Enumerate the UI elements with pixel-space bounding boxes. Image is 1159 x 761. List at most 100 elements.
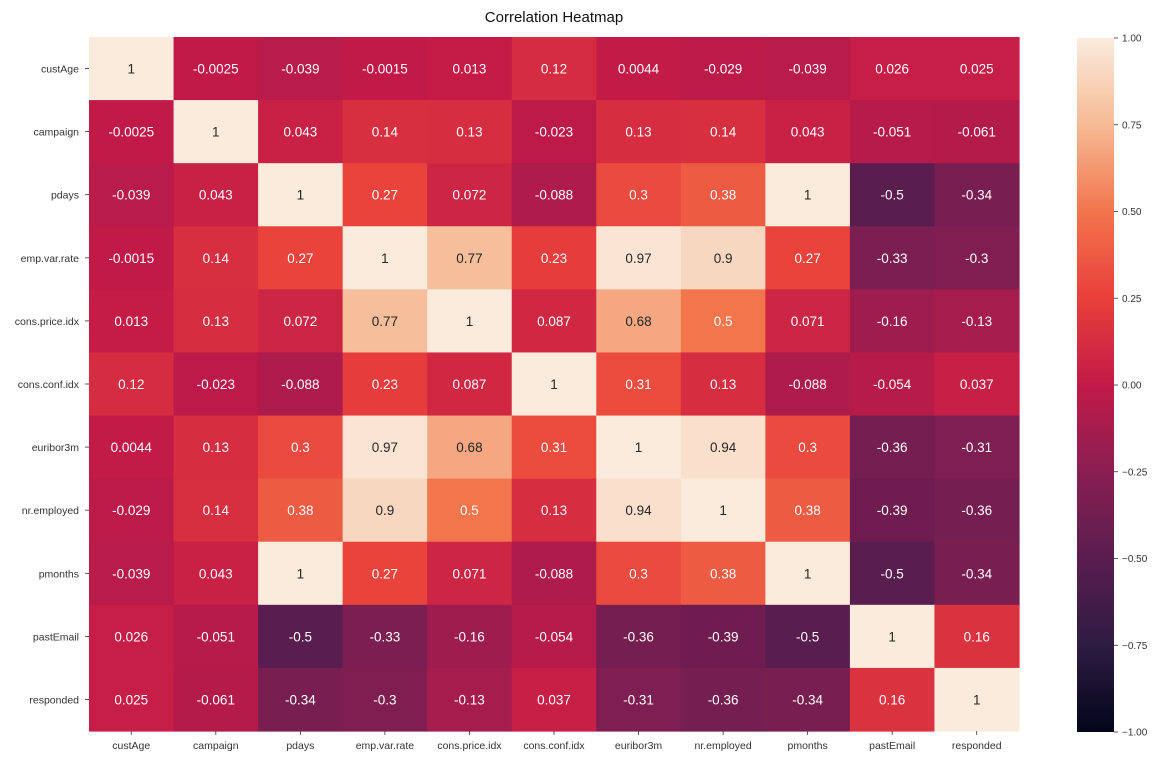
heatmap-cell — [173, 226, 259, 290]
heatmap-cell-labels: 1 -0.0025 -0.039 -0.0015 0.013 0.12 0.0044 -0.0… — [108, 62, 995, 708]
x-tick-label: custAge — [112, 740, 150, 752]
cell-value-label: 1 — [973, 692, 981, 707]
cell-value-label: -0.34 — [285, 692, 316, 707]
heatmap-cell — [342, 604, 428, 669]
y-tick-label: euribor3m — [32, 442, 80, 454]
colorbar-tick-label: 0.75 — [1122, 120, 1142, 131]
cell-value-label: 0.13 — [203, 440, 229, 455]
heatmap-cell — [427, 352, 513, 417]
heatmap-cell — [511, 163, 597, 227]
heatmap-cell — [511, 352, 597, 417]
heatmap-cell — [89, 100, 175, 164]
y-tick-label: pastEmail — [33, 631, 79, 643]
cell-value-label: -0.36 — [623, 629, 654, 644]
y-tick-label: cons.price.idx — [15, 316, 80, 328]
heatmap-cell — [427, 37, 513, 101]
colorbar-tick-label: −0.50 — [1122, 554, 1148, 565]
heatmap-cell — [596, 100, 682, 164]
heatmap-cell — [427, 415, 513, 480]
cell-value-label: 0.16 — [964, 629, 990, 644]
heatmap-cell — [89, 667, 175, 732]
heatmap-cell — [511, 604, 597, 669]
cell-value-label: 0.025 — [114, 692, 148, 707]
cell-value-label: -0.039 — [112, 566, 150, 581]
cell-value-label: 0.0044 — [111, 440, 153, 455]
cell-value-label: 0.14 — [710, 125, 737, 140]
cell-value-label: -0.029 — [112, 503, 150, 518]
cell-value-label: 1 — [719, 503, 727, 518]
cell-value-label: -0.3 — [965, 251, 988, 266]
y-tick-label: pmonths — [39, 568, 79, 580]
heatmap-cell — [765, 667, 851, 732]
cell-value-label: -0.039 — [112, 188, 150, 203]
colorbar-tick-label: −1.00 — [1122, 728, 1148, 739]
heatmap-cell — [765, 415, 851, 480]
colorbar-gradient — [1077, 38, 1114, 732]
cell-value-label: 0.0044 — [618, 62, 660, 77]
heatmap-cell — [596, 163, 682, 227]
cell-value-label: 0.77 — [372, 314, 398, 329]
cell-value-label: -0.0025 — [108, 125, 154, 140]
heatmap-cell — [258, 415, 344, 480]
cell-value-label: -0.33 — [877, 251, 908, 266]
cell-value-label: 1 — [212, 125, 220, 140]
cell-value-label: 0.087 — [537, 314, 571, 329]
cell-value-label: -0.33 — [370, 629, 401, 644]
heatmap-cell — [680, 226, 766, 290]
heatmap-cell — [934, 541, 1020, 606]
cell-value-label: -0.051 — [197, 629, 235, 644]
cell-value-label: 0.38 — [710, 566, 736, 581]
heatmap-cell — [511, 478, 597, 543]
heatmap-cell — [427, 163, 513, 227]
cell-value-label: 0.9 — [376, 503, 395, 518]
cell-value-label: 0.38 — [287, 503, 313, 518]
heatmap-cell — [765, 541, 851, 606]
cell-value-label: 0.13 — [625, 125, 651, 140]
cell-value-label: -0.13 — [961, 314, 992, 329]
heatmap-cell — [934, 163, 1020, 227]
heatmap-cell — [342, 289, 428, 354]
cell-value-label: 0.026 — [114, 629, 148, 644]
heatmap-cell — [849, 415, 936, 480]
cell-value-label: 0.27 — [794, 251, 820, 266]
cell-value-label: -0.3 — [373, 692, 396, 707]
heatmap-cell — [934, 604, 1020, 669]
heatmap-cell — [342, 100, 428, 164]
heatmap-cell — [427, 478, 513, 543]
cell-value-label: -0.34 — [792, 692, 823, 707]
cell-value-label: 0.037 — [960, 377, 994, 392]
heatmap-cell — [258, 289, 344, 354]
cell-value-label: 0.087 — [453, 377, 487, 392]
cell-value-label: -0.34 — [961, 566, 992, 581]
cell-value-label: 0.27 — [372, 188, 398, 203]
heatmap-cell — [427, 100, 513, 164]
cell-value-label: -0.023 — [535, 125, 573, 140]
cell-value-label: 0.14 — [372, 125, 399, 140]
colorbar-tick-label: −0.25 — [1122, 467, 1148, 478]
cell-value-label: 0.013 — [453, 62, 487, 77]
cell-value-label: 1 — [466, 314, 474, 329]
x-tick-label: pdays — [286, 740, 314, 752]
heatmap-cell — [89, 289, 175, 354]
colorbar-ticks: 1.00 0.75 0.50 0.25 0.00 −0.25 −0.50 −0.75 −1.00 — [1114, 34, 1148, 739]
cell-value-label: -0.051 — [873, 125, 911, 140]
heatmap-cell — [680, 667, 766, 732]
heatmap-cell — [934, 37, 1020, 101]
heatmap-cell — [342, 667, 428, 732]
heatmap-cell — [680, 478, 766, 543]
cell-value-label: -0.088 — [788, 377, 826, 392]
heatmap-cells — [89, 37, 1020, 732]
x-tick-label: campaign — [193, 740, 239, 752]
colorbar-tick-label: 0.00 — [1122, 381, 1142, 392]
cell-value-label: 1 — [297, 566, 305, 581]
cell-value-label: 0.071 — [453, 566, 487, 581]
cell-value-label: 0.97 — [372, 440, 398, 455]
heatmap-cell — [680, 37, 766, 101]
cell-value-label: 1 — [381, 251, 389, 266]
cell-value-label: 0.94 — [710, 440, 737, 455]
x-tick-label: pastEmail — [869, 740, 915, 752]
cell-value-label: -0.31 — [623, 692, 654, 707]
heatmap-cell — [765, 478, 851, 543]
cell-value-label: 0.23 — [541, 251, 567, 266]
heatmap-cell — [849, 478, 936, 543]
